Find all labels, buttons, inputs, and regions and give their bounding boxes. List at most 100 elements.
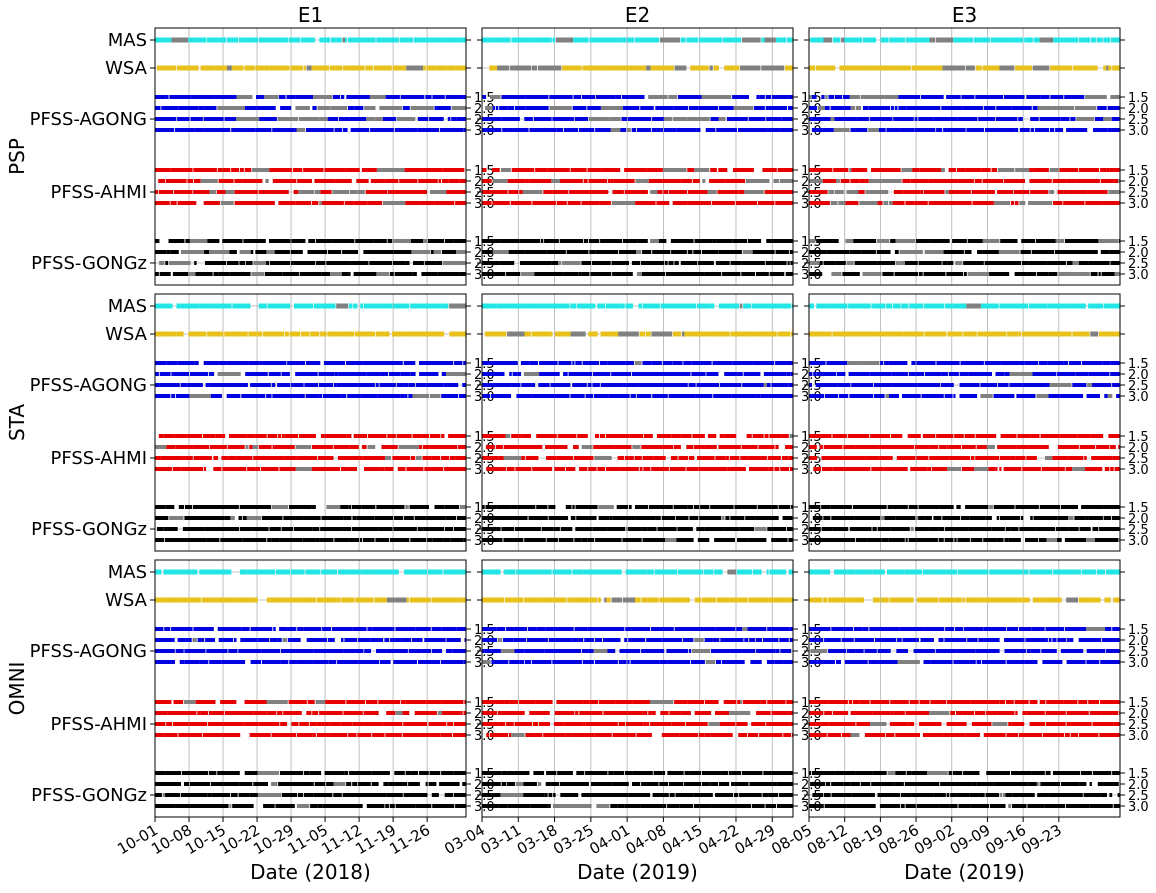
data-mark <box>452 106 466 110</box>
data-mark <box>209 372 211 376</box>
data-track <box>482 598 793 603</box>
data-mark <box>323 128 334 132</box>
data-mark <box>880 361 883 365</box>
data-mark <box>1067 793 1083 797</box>
data-mark <box>567 598 575 603</box>
data-mark <box>699 733 705 737</box>
data-mark <box>561 527 573 531</box>
data-mark <box>1099 272 1101 276</box>
data-mark <box>1007 598 1022 603</box>
data-mark <box>218 527 239 531</box>
data-mark <box>613 771 624 775</box>
data-mark <box>394 771 405 775</box>
data-mark <box>343 711 362 715</box>
data-mark <box>947 700 971 704</box>
data-mark <box>881 598 889 603</box>
data-mark <box>612 782 629 786</box>
data-mark <box>406 771 412 775</box>
data-mark <box>687 168 694 172</box>
data-mark <box>729 711 750 715</box>
data-mark <box>160 272 171 276</box>
data-mark <box>710 304 714 309</box>
data-mark <box>998 168 1015 172</box>
data-mark <box>566 505 572 509</box>
data-mark <box>1049 190 1054 194</box>
data-mark <box>1100 168 1107 172</box>
data-mark <box>704 272 721 276</box>
data-track <box>155 201 466 205</box>
data-mark <box>437 66 447 71</box>
data-mark <box>1091 456 1112 460</box>
data-mark <box>502 128 507 132</box>
data-mark <box>936 38 953 43</box>
data-mark <box>653 793 669 797</box>
data-mark <box>613 516 636 520</box>
data-mark <box>896 649 903 653</box>
data-mark <box>831 538 850 542</box>
data-mark <box>348 733 356 737</box>
data-mark <box>335 372 338 376</box>
data-mark <box>611 179 613 183</box>
data-mark <box>783 733 791 737</box>
data-mark <box>532 201 556 205</box>
data-mark <box>412 190 427 194</box>
data-mark <box>166 445 175 449</box>
data-mark <box>847 649 849 653</box>
data-mark <box>975 95 995 99</box>
data-mark <box>624 638 627 642</box>
data-mark <box>824 638 841 642</box>
data-mark <box>574 456 594 460</box>
data-mark <box>766 95 772 99</box>
data-mark <box>809 250 826 254</box>
data-mark <box>731 771 741 775</box>
data-mark <box>1046 700 1063 704</box>
data-track <box>482 95 793 99</box>
data-mark <box>428 570 443 575</box>
data-mark <box>161 106 163 110</box>
data-mark <box>850 782 860 786</box>
data-mark <box>902 394 921 398</box>
data-mark <box>585 771 607 775</box>
data-mark <box>501 168 511 172</box>
data-mark <box>217 361 219 365</box>
data-mark <box>208 722 223 726</box>
data-mark <box>1043 598 1061 603</box>
data-mark <box>844 332 859 337</box>
data-mark <box>349 304 353 309</box>
data-mark <box>522 445 543 449</box>
data-mark <box>259 505 272 509</box>
data-mark <box>407 598 409 603</box>
data-mark <box>408 782 420 786</box>
data-mark <box>933 516 941 520</box>
data-mark <box>314 179 335 183</box>
data-mark <box>788 538 793 542</box>
data-mark <box>354 434 358 438</box>
data-track <box>155 128 466 132</box>
data-mark <box>357 516 374 520</box>
data-mark <box>557 201 567 205</box>
data-mark <box>182 456 186 460</box>
data-track <box>809 106 1120 110</box>
data-mark <box>551 179 560 183</box>
data-track <box>486 445 793 449</box>
data-mark <box>550 332 552 337</box>
data-mark <box>265 38 288 43</box>
data-mark <box>586 394 594 398</box>
data-mark <box>627 38 634 43</box>
data-mark <box>581 793 586 797</box>
data-mark <box>661 304 677 309</box>
data-mark <box>648 711 652 715</box>
data-mark <box>193 505 216 509</box>
data-mark <box>968 272 990 276</box>
data-mark <box>520 304 540 309</box>
data-mark <box>922 394 944 398</box>
data-mark <box>600 361 607 365</box>
data-mark <box>434 201 454 205</box>
data-mark <box>1102 272 1115 276</box>
data-mark <box>952 304 966 309</box>
data-mark <box>506 627 527 631</box>
data-mark <box>695 239 713 243</box>
data-mark <box>304 627 322 631</box>
data-mark <box>944 638 966 642</box>
data-mark <box>292 722 299 726</box>
